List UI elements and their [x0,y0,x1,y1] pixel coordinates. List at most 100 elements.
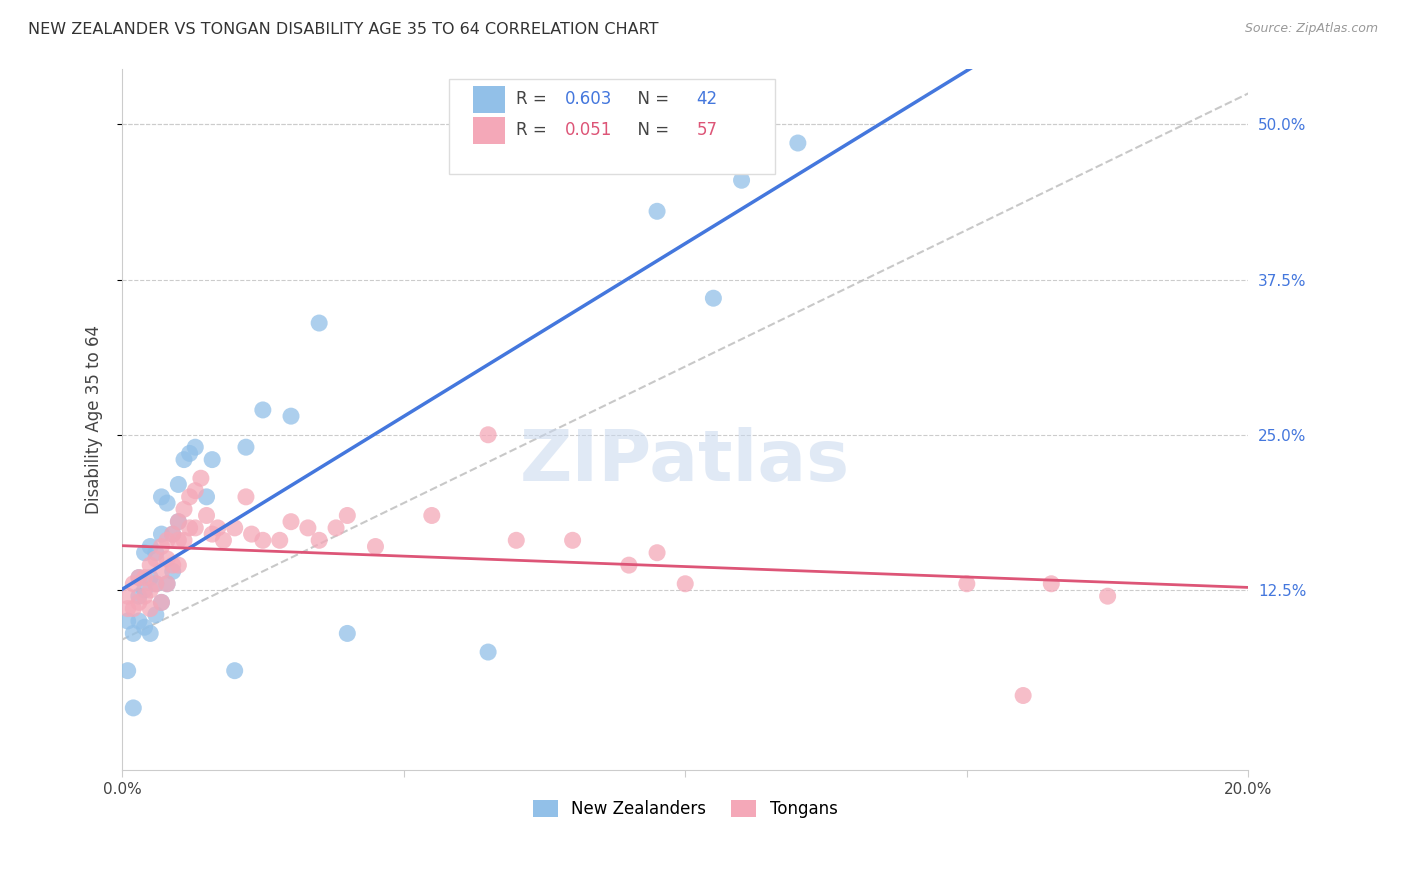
Point [139,540,162,554]
Text: 0.603: 0.603 [565,90,612,109]
Point [252,403,274,417]
Point [117,589,139,603]
Point [207,521,229,535]
Point [167,558,190,573]
Point [134,620,156,634]
Point [128,614,150,628]
Point [128,570,150,584]
Point [150,595,173,609]
Point [269,533,291,548]
Point [645,546,668,560]
Point [139,558,162,573]
Point [167,477,190,491]
Point [645,204,668,219]
Point [201,452,224,467]
Point [145,576,167,591]
Point [1012,689,1035,703]
Point [156,533,179,548]
Point [336,508,359,523]
Point [117,614,139,628]
Point [184,483,207,498]
Point [224,521,246,535]
Point [673,154,696,169]
Text: ZIPatlas: ZIPatlas [520,427,851,496]
Point [224,664,246,678]
Text: NEW ZEALANDER VS TONGAN DISABILITY AGE 35 TO 64 CORRELATION CHART: NEW ZEALANDER VS TONGAN DISABILITY AGE 3… [28,22,658,37]
Point [235,440,257,454]
Text: Source: ZipAtlas.com: Source: ZipAtlas.com [1244,22,1378,36]
Text: R =: R = [516,121,553,139]
Point [1040,576,1063,591]
Point [139,601,162,615]
Point [252,533,274,548]
Point [134,582,156,597]
Point [184,440,207,454]
Point [477,645,499,659]
Point [201,527,224,541]
Text: 42: 42 [696,90,717,109]
Point [122,576,145,591]
Point [364,540,387,554]
Point [122,626,145,640]
Point [150,565,173,579]
Text: N =: N = [627,90,673,109]
Point [179,446,201,460]
Point [617,558,640,573]
Point [156,576,179,591]
Point [308,533,330,548]
Point [212,533,235,548]
Legend: New Zealanders, Tongans: New Zealanders, Tongans [526,793,844,825]
Point [179,521,201,535]
Point [167,515,190,529]
Point [505,533,527,548]
Point [956,576,979,591]
Point [162,565,184,579]
Point [173,502,195,516]
Bar [474,86,505,112]
Point [122,601,145,615]
Point [190,471,212,485]
Point [162,527,184,541]
Point [325,521,347,535]
Point [420,508,443,523]
Point [128,589,150,603]
Point [128,595,150,609]
Point [145,607,167,622]
Point [195,508,218,523]
Point [173,533,195,548]
Point [122,701,145,715]
Point [150,490,173,504]
Point [336,626,359,640]
FancyBboxPatch shape [449,79,775,174]
Bar [474,117,505,144]
Point [128,570,150,584]
Point [134,570,156,584]
Point [139,570,162,584]
Point [117,601,139,615]
Point [139,626,162,640]
Text: N =: N = [627,121,673,139]
Point [145,546,167,560]
Point [156,496,179,510]
Point [145,552,167,566]
Point [162,558,184,573]
Point [195,490,218,504]
Point [673,576,696,591]
Point [730,173,752,187]
Point [184,521,207,535]
Point [145,576,167,591]
Point [167,533,190,548]
Point [150,595,173,609]
Point [477,427,499,442]
Point [134,589,156,603]
Text: 57: 57 [696,121,717,139]
Point [235,490,257,504]
Point [561,533,583,548]
Text: 0.051: 0.051 [565,121,612,139]
Point [173,452,195,467]
Point [139,582,162,597]
Point [179,490,201,504]
Point [156,576,179,591]
Text: R =: R = [516,90,553,109]
Point [297,521,319,535]
